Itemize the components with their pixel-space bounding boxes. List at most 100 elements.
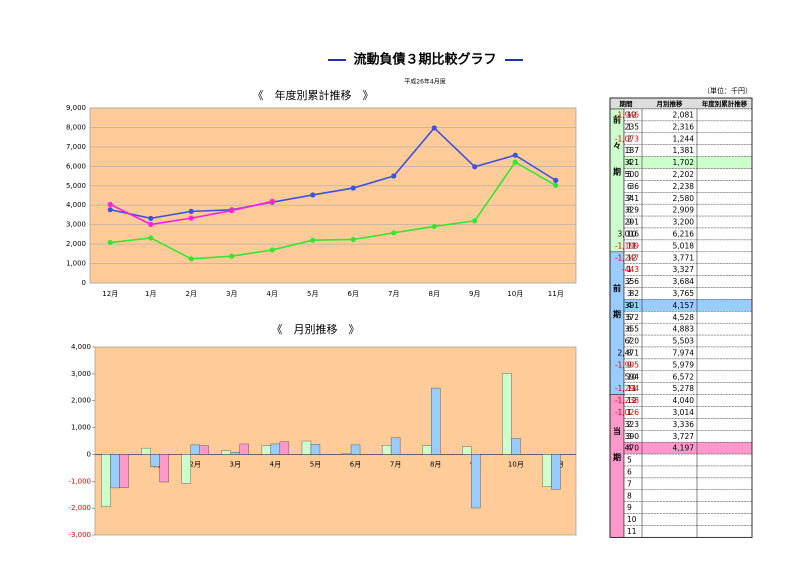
point xyxy=(188,215,194,221)
point xyxy=(350,185,356,191)
table-cell: 2,580 xyxy=(673,194,695,203)
x-tick-label: 3月 xyxy=(226,290,237,298)
series-line xyxy=(110,161,557,260)
x-tick-label: 5月 xyxy=(310,460,321,468)
table-cell: 5,018 xyxy=(673,241,695,250)
bar xyxy=(310,444,321,455)
table-header: 期間 xyxy=(620,99,634,108)
table-cell: 341 xyxy=(625,194,640,203)
y-tick-label: 3,000 xyxy=(71,370,91,378)
bar xyxy=(502,373,512,455)
point xyxy=(391,230,397,236)
series-line xyxy=(110,126,557,220)
point xyxy=(391,173,397,179)
y-tick-label: 0 xyxy=(87,450,91,458)
table-cell: 4,197 xyxy=(673,444,695,453)
bar xyxy=(199,445,209,455)
point xyxy=(512,152,518,158)
bar xyxy=(381,445,392,455)
table-border xyxy=(609,97,753,538)
y-tick-label: 7,000 xyxy=(66,143,86,151)
table-cell: 2 xyxy=(627,134,632,143)
table-cell: 372 xyxy=(625,313,640,322)
table-cell: 1,381 xyxy=(673,146,695,155)
table-cell: 12 xyxy=(627,253,637,262)
point xyxy=(148,215,154,221)
table-cell: 12 xyxy=(627,110,637,119)
table-cell: 3,014 xyxy=(673,408,695,417)
y-tick-label: 4,000 xyxy=(71,343,91,351)
table-cell: -1,026 xyxy=(615,408,639,417)
table-row xyxy=(623,501,753,514)
table-cell: 6 xyxy=(627,182,632,191)
table-cell: 500 xyxy=(625,170,640,179)
x-tick-label: 10月 xyxy=(508,460,524,468)
table-row xyxy=(623,453,753,467)
x-tick-label: 2月 xyxy=(189,460,200,468)
bar xyxy=(230,452,240,455)
table-cell: 4,528 xyxy=(673,313,695,322)
x-tick-label: 4月 xyxy=(267,290,278,298)
x-tick-label: 8月 xyxy=(429,290,440,298)
point xyxy=(229,207,235,214)
table-cell: 3 xyxy=(627,432,632,441)
table-cell: 11 xyxy=(627,527,637,536)
table-cell: 10 xyxy=(627,372,637,381)
table-row xyxy=(623,465,753,479)
table-cell: 3,016 xyxy=(618,229,640,238)
page-subtitle: 平成26年4月度 xyxy=(404,78,445,86)
table-cell: 1 xyxy=(627,265,632,274)
table-unit: （単位：千円） xyxy=(703,86,752,95)
table-cell: 5,503 xyxy=(673,337,695,346)
table-cell: 2 xyxy=(627,420,632,429)
table-cell: 1 xyxy=(627,122,632,131)
table-cell: 291 xyxy=(625,218,640,227)
x-tick-label: 3月 xyxy=(230,460,241,468)
bar xyxy=(279,441,290,455)
point xyxy=(188,256,194,262)
chart-title: 《 月別推移 》 xyxy=(272,322,360,336)
table-cell: 3,336 xyxy=(673,420,695,429)
table-cell: 3,765 xyxy=(673,289,695,298)
x-tick-label: 10月 xyxy=(507,290,523,298)
table-cell: 6,572 xyxy=(673,372,695,381)
y-tick-label: 2,000 xyxy=(66,240,86,248)
table-cell: 2,471 xyxy=(618,348,640,357)
x-tick-label: 1月 xyxy=(145,290,156,298)
x-tick-label: 8月 xyxy=(430,460,441,468)
table-header: 月別推移 xyxy=(656,99,684,108)
table-row xyxy=(623,525,753,538)
table-cell: 11 xyxy=(627,241,637,250)
point xyxy=(148,235,154,241)
table-cell: 8 xyxy=(627,491,632,500)
y-tick-label: -3,000 xyxy=(68,531,91,539)
table-cell: -1,073 xyxy=(615,134,639,143)
table-cell: 329 xyxy=(625,206,640,215)
bar xyxy=(462,446,472,455)
bar xyxy=(119,454,129,488)
bar xyxy=(542,454,552,487)
x-tick-label: 12月 xyxy=(102,290,118,298)
y-tick-label: 1,000 xyxy=(71,424,91,432)
table-cell: 2,909 xyxy=(673,206,695,215)
table-cell: 3,327 xyxy=(673,265,695,274)
point xyxy=(553,182,559,189)
table-cell: 5 xyxy=(627,313,632,322)
table-cell: 5,278 xyxy=(673,384,695,393)
table-cell: 391 xyxy=(625,301,640,310)
x-tick-label: 4月 xyxy=(270,460,281,468)
table-cell: 10 xyxy=(627,515,637,524)
table-cell: 8 xyxy=(627,206,632,215)
table-cell: 1 xyxy=(627,408,632,417)
table-row xyxy=(623,513,753,526)
point xyxy=(148,221,154,227)
table-cell: 355 xyxy=(625,325,640,334)
y-tick-label: 5,000 xyxy=(66,182,86,190)
x-tick-label: 6月 xyxy=(348,290,359,298)
point xyxy=(107,239,113,246)
table-cell: 9 xyxy=(627,503,632,512)
table-cell: 10 xyxy=(627,229,637,238)
table-cell: 594 xyxy=(625,372,640,381)
y-tick-label: 0 xyxy=(82,279,86,287)
